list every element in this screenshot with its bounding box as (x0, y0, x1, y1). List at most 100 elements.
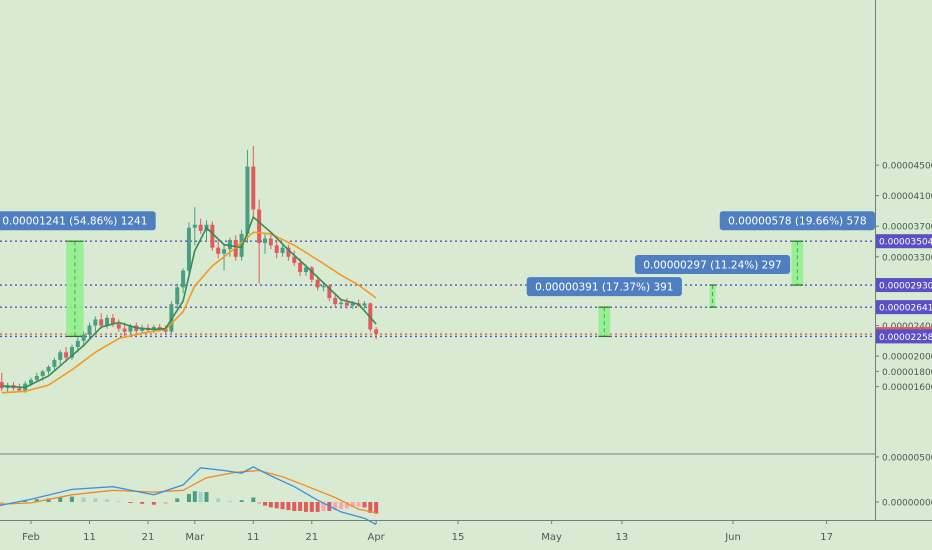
candle-body (286, 247, 291, 257)
macd-histogram-bar (374, 502, 379, 514)
macd-histogram-bar (23, 501, 28, 503)
price-tick-label: 0.00002000 (882, 353, 932, 363)
candle-body (315, 279, 320, 288)
macd-signal-line (0, 469, 377, 514)
macd-histogram-bar (350, 502, 355, 508)
macd-histogram-bar (140, 502, 145, 504)
candle-body (251, 166, 256, 210)
candle-body (40, 371, 45, 376)
candle-body (210, 224, 215, 248)
macd-histogram-bar (333, 502, 338, 511)
time-tick-label: 21 (305, 532, 318, 543)
candle-body (362, 303, 367, 306)
measure-label-box (634, 255, 791, 275)
candle-body (87, 325, 92, 335)
macd-histogram-bar (93, 498, 98, 502)
macd-histogram-bar (204, 492, 209, 502)
time-tick-label: 21 (142, 532, 155, 543)
macd-histogram-bar (34, 499, 39, 502)
macd-histogram-bar (251, 497, 256, 502)
macd-histogram-bar (198, 492, 203, 502)
price-level-badge (876, 329, 932, 344)
candle-body (274, 245, 279, 253)
measurement-boxes (66, 240, 804, 337)
macd-histogram-bar (69, 496, 74, 502)
candle-body (239, 233, 244, 257)
macd-histogram-bar (344, 502, 349, 509)
macd-histogram-bar (263, 502, 267, 506)
time-tick-label: 17 (820, 532, 833, 543)
time-tick-label: Mar (185, 532, 205, 543)
candle-body (52, 359, 57, 367)
price-tick-label: 0.00001800 (882, 368, 932, 378)
time-tick-label: 11 (247, 532, 260, 543)
macd-histogram-bar (116, 501, 121, 503)
moving-averages (1, 215, 377, 394)
price-level-badge-label: 0.00003504 (879, 238, 932, 248)
price-level-badge-label: 0.00002641 (879, 304, 932, 314)
macd-histogram-bar (321, 502, 326, 511)
macd-histogram-bar (105, 499, 110, 502)
price-axis[interactable]: 0.00004500 0.00004100 0.00003700 0.00003300… (875, 162, 932, 509)
candle-body (292, 256, 297, 263)
candle-body (105, 317, 110, 326)
macd-histogram-bar (339, 502, 344, 510)
macd-histogram-bar (163, 502, 168, 504)
macd-histogram-bar (239, 500, 244, 502)
candle-body (58, 352, 63, 360)
candle-body (222, 249, 227, 254)
time-tick-label: 15 (452, 532, 465, 543)
candle-body (268, 238, 273, 246)
measurement-labels: 0.00001241 (54.86%) 1241 0.00000391 (17.3… (0, 211, 875, 297)
macd-histogram-bar (286, 502, 291, 511)
time-axis[interactable]: Feb 11 21 Mar 11 21 Apr 15 May 13 Jun 17 (22, 520, 833, 543)
price-level-badge (876, 234, 932, 249)
candle-body (280, 247, 285, 253)
candle-body (140, 327, 145, 331)
candle-body (29, 379, 33, 384)
candle-body (17, 388, 22, 391)
macd-histogram-bar (298, 502, 303, 511)
macd-histogram-bar (58, 497, 63, 502)
candle-body (110, 317, 115, 325)
macd-histogram-bar (274, 502, 279, 509)
macd-histogram-bar (356, 502, 361, 507)
time-tick-label: 13 (615, 532, 628, 543)
indicator-tick-label: 0.00000500 (882, 454, 932, 464)
price-tick-label: 0.00001600 (882, 383, 932, 393)
price-level-badge (876, 300, 932, 315)
measure-label-box (0, 211, 156, 231)
ma-fast-line (1, 215, 377, 389)
price-level-badge-label: 0.00002258 (879, 333, 932, 343)
candle-body (128, 325, 133, 332)
candle-body (64, 352, 69, 358)
measure-label: 0.00000578 (19.66%) 578 (728, 216, 866, 228)
candle-body (321, 285, 326, 288)
measure-label-box (719, 211, 875, 231)
candle-body (298, 262, 303, 273)
candle-body (309, 267, 314, 280)
time-tick-label: 11 (83, 532, 96, 543)
candle-body (227, 239, 232, 250)
time-tick-label: Feb (22, 532, 40, 543)
macd-histogram-bar (309, 502, 314, 512)
macd-histogram-bar (0, 502, 4, 504)
indicator-tick-label: 0.00000000 (882, 499, 932, 509)
macd-histogram-bar (151, 502, 156, 505)
candle-body (93, 319, 98, 326)
candle-body (344, 302, 349, 306)
macd-histogram-bar (257, 502, 262, 504)
candle-body (181, 270, 186, 288)
candle-body (81, 334, 86, 341)
macd-line (0, 466, 377, 526)
candle-body (69, 346, 74, 358)
macd-histogram-bar (192, 491, 197, 502)
price-tick-label: 0.00002400 (882, 322, 932, 332)
price-tick-label: 0.00003300 (882, 253, 932, 263)
candle-body (46, 366, 51, 372)
time-tick-label: Apr (367, 532, 385, 543)
candle-body (99, 319, 104, 326)
candle-body (216, 247, 221, 254)
